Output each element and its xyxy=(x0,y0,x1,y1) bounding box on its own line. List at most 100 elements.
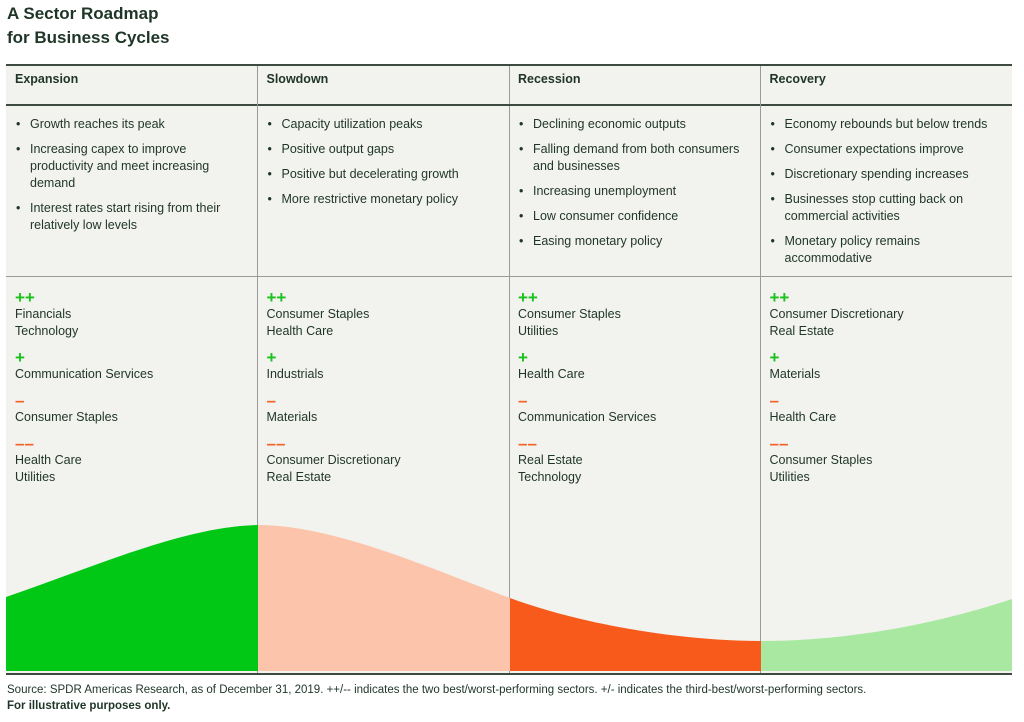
performance-mark: –– xyxy=(15,434,34,453)
characteristic-item: Declining economic outputs xyxy=(518,116,751,133)
performance-mark: ++ xyxy=(769,288,790,307)
curve-expansion xyxy=(6,525,258,671)
sector-name: Health Care xyxy=(518,367,585,381)
sector-name: Consumer Staples xyxy=(15,410,118,424)
sector-name: Technology xyxy=(15,324,79,338)
phase-characteristics: Declining economic outputs Falling demand… xyxy=(509,106,760,277)
sector-group: – Materials xyxy=(267,392,500,426)
performance-mark: + xyxy=(518,348,528,367)
sector-name: Industrials xyxy=(266,367,324,381)
performance-mark: + xyxy=(15,348,25,367)
performance-mark: – xyxy=(769,391,779,410)
phase-header: Recession xyxy=(509,66,760,106)
performance-mark: –– xyxy=(518,434,537,453)
characteristic-item: Economy rebounds but below trends xyxy=(770,116,1003,133)
characteristic-item: Capacity utilization peaks xyxy=(267,116,500,133)
phase-column-slowdown: Slowdown Capacity utilization peaks Positi… xyxy=(257,66,510,673)
sector-name: Utilities xyxy=(518,324,559,338)
characteristic-item: Interest rates start rising from their r… xyxy=(15,200,248,234)
sector-group: –– Consumer Staples Utilities xyxy=(770,435,1003,486)
sector-group: – Consumer Staples xyxy=(15,392,248,426)
sector-group: + Health Care xyxy=(518,349,751,383)
performance-mark: –– xyxy=(769,434,789,453)
sector-group: + Materials xyxy=(770,349,1003,383)
performance-mark: ++ xyxy=(266,288,287,307)
performance-mark: –– xyxy=(266,434,286,453)
phase-header: Slowdown xyxy=(257,66,509,106)
phase-header: Recovery xyxy=(760,66,1012,106)
sector-performance: ++ Consumer Staples Utilities + Health Care –… xyxy=(509,277,760,486)
page-title: A Sector Roadmap for Business Cycles xyxy=(7,2,170,50)
characteristic-item: Discretionary spending increases xyxy=(770,166,1003,183)
sector-group: –– Real Estate Technology xyxy=(518,435,751,486)
sector-name: Consumer Staples xyxy=(769,453,873,467)
sector-name: Real Estate xyxy=(769,324,835,338)
curve-slowdown xyxy=(258,525,510,671)
sector-name: Consumer Staples xyxy=(266,307,370,321)
sector-name: Real Estate xyxy=(518,453,583,467)
performance-mark: ++ xyxy=(15,288,35,307)
characteristic-item: Increasing unemployment xyxy=(518,183,751,200)
characteristic-item: Low consumer confidence xyxy=(518,208,751,225)
sector-performance: ++ Consumer Discretionary Real Estate + Mate… xyxy=(761,277,1012,486)
sector-name: Materials xyxy=(769,367,821,381)
performance-mark: – xyxy=(518,391,528,410)
sector-name: Health Care xyxy=(266,324,334,338)
phase-column-recovery: RecoveryEconomy rebounds but below trend… xyxy=(760,66,1012,673)
performance-mark: – xyxy=(15,391,25,410)
sector-group: –– Consumer Discretionary Real Estate xyxy=(267,435,500,486)
characteristic-item: Positive output gaps xyxy=(267,141,500,158)
characteristic-item: Positive but decelerating growth xyxy=(267,166,500,183)
sector-group: ++ Financials Technology xyxy=(15,289,248,340)
sector-group: ++ Consumer Staples Utilities xyxy=(518,289,751,340)
sector-name: Technology xyxy=(518,470,582,484)
characteristic-item: Growth reaches its peak xyxy=(15,116,248,133)
characteristic-item: Falling demand from both consumers and b… xyxy=(518,141,751,175)
performance-mark: + xyxy=(266,348,277,367)
sector-name: Health Care xyxy=(15,453,82,467)
title-line-2: for Business Cycles xyxy=(7,28,170,47)
sector-group: ++ Consumer Discretionary Real Estate xyxy=(770,289,1003,340)
sector-name: Health Care xyxy=(769,410,837,424)
characteristic-item: Consumer expectations improve xyxy=(770,141,1003,158)
source-note: Source: SPDR Americas Research, as of De… xyxy=(7,682,866,714)
characteristic-item: Easing monetary policy xyxy=(518,233,751,250)
source-text: Source: SPDR Americas Research, as of De… xyxy=(7,684,867,696)
curve-recession xyxy=(510,598,761,671)
sector-name: Financials xyxy=(15,307,72,321)
disclaimer-text: For illustrative purposes only. xyxy=(7,700,171,712)
sector-name: Communication Services xyxy=(15,367,154,381)
sector-name: Communication Services xyxy=(518,410,657,424)
sector-name: Consumer Staples xyxy=(518,307,621,321)
sector-group: + Industrials xyxy=(267,349,500,383)
sector-name: Utilities xyxy=(769,470,810,484)
business-cycle-curve xyxy=(6,525,1012,671)
sector-group: ++ Consumer Staples Health Care xyxy=(267,289,500,340)
sector-group: – Health Care xyxy=(770,392,1003,426)
sector-performance: ++ Consumer Staples Health Care + Industrial… xyxy=(258,277,509,486)
curve-recovery xyxy=(761,599,1012,671)
sector-name: Utilities xyxy=(15,470,56,484)
phase-column-recession: Recession Declining economic outputs Falli… xyxy=(509,66,761,673)
sector-name: Consumer Discretionary xyxy=(266,453,401,467)
characteristic-item: More restrictive monetary policy xyxy=(267,191,500,208)
sector-name: Real Estate xyxy=(266,470,332,484)
sector-name: Materials xyxy=(266,410,318,424)
phase-characteristics: Capacity utilization peaks Positive outpu… xyxy=(257,106,509,277)
phase-characteristics: Economy rebounds but below trends Consume… xyxy=(760,106,1012,277)
sector-group: + Communication Services xyxy=(15,349,248,383)
characteristic-item: Increasing capex to improve productivity… xyxy=(15,141,248,192)
phase-characteristics: Growth reaches its peak Increasing capex … xyxy=(6,106,257,277)
characteristic-item: Monetary policy remains accommodative xyxy=(770,233,1003,267)
sector-performance: ++ Financials Technology + Communication Ser… xyxy=(6,277,257,486)
characteristic-item: Businesses stop cutting back on commerci… xyxy=(770,191,1003,225)
sector-group: –– Health Care Utilities xyxy=(15,435,248,486)
performance-mark: + xyxy=(769,348,780,367)
phase-header: Expansion xyxy=(6,66,257,106)
performance-mark: – xyxy=(266,391,276,410)
performance-mark: ++ xyxy=(518,288,538,307)
title-line-1: A Sector Roadmap xyxy=(7,4,159,23)
sector-group: – Communication Services xyxy=(518,392,751,426)
sector-name: Consumer Discretionary xyxy=(769,307,904,321)
phase-column-expansion: Expansion Growth reaches its peak Increasi… xyxy=(6,66,258,673)
